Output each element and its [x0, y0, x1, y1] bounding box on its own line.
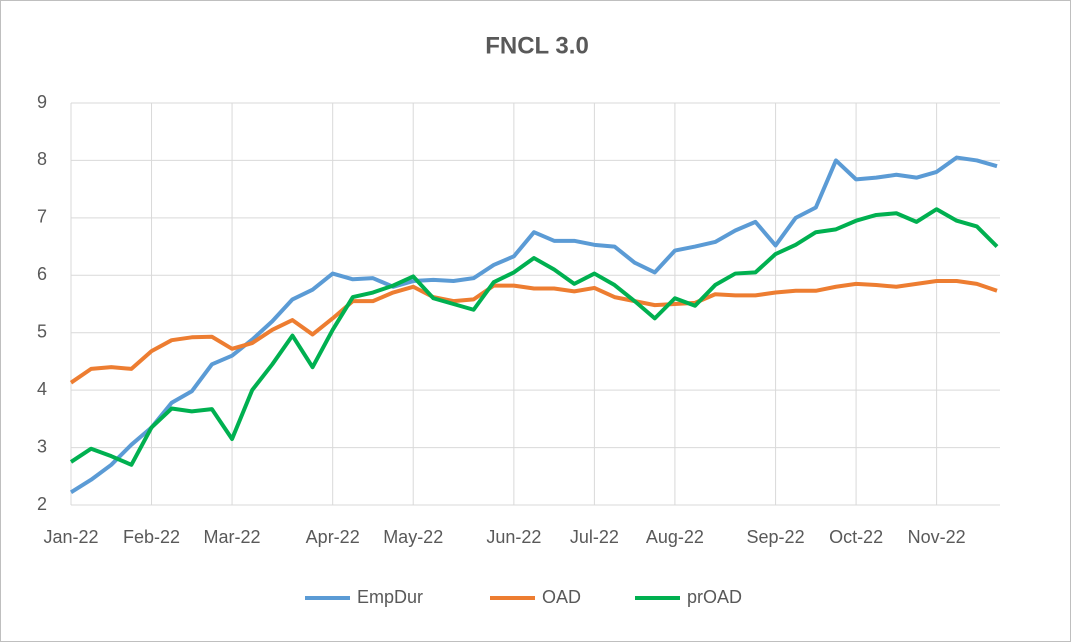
x-tick-label: Jun-22 [486, 527, 541, 547]
x-tick-label: May-22 [383, 527, 443, 547]
x-tick-label: Oct-22 [829, 527, 883, 547]
x-tick-label: Apr-22 [306, 527, 360, 547]
line-series [69, 207, 999, 467]
y-tick-label: 9 [37, 92, 47, 112]
x-tick-label: Jan-22 [43, 527, 98, 547]
y-tick-label: 2 [37, 494, 47, 514]
legend-label: prOAD [687, 587, 742, 607]
x-tick-label: Nov-22 [908, 527, 966, 547]
x-tick-label: Feb-22 [123, 527, 180, 547]
chart-title: FNCL 3.0 [485, 32, 589, 59]
x-tick-label: Sep-22 [747, 527, 805, 547]
x-tick-label: Aug-22 [646, 527, 704, 547]
line-series [69, 279, 998, 385]
y-tick-label: 3 [37, 436, 47, 456]
y-tick-label: 8 [37, 149, 47, 169]
legend-label: OAD [542, 587, 581, 607]
y-tick-label: 6 [37, 264, 47, 284]
y-tick-label: 4 [37, 379, 47, 399]
legend-label: EmpDur [357, 587, 423, 607]
y-tick-label: 7 [37, 207, 47, 227]
line-series [69, 155, 998, 495]
y-tick-label: 5 [37, 321, 47, 341]
x-tick-label: Jul-22 [570, 527, 619, 547]
x-tick-label: Mar-22 [204, 527, 261, 547]
